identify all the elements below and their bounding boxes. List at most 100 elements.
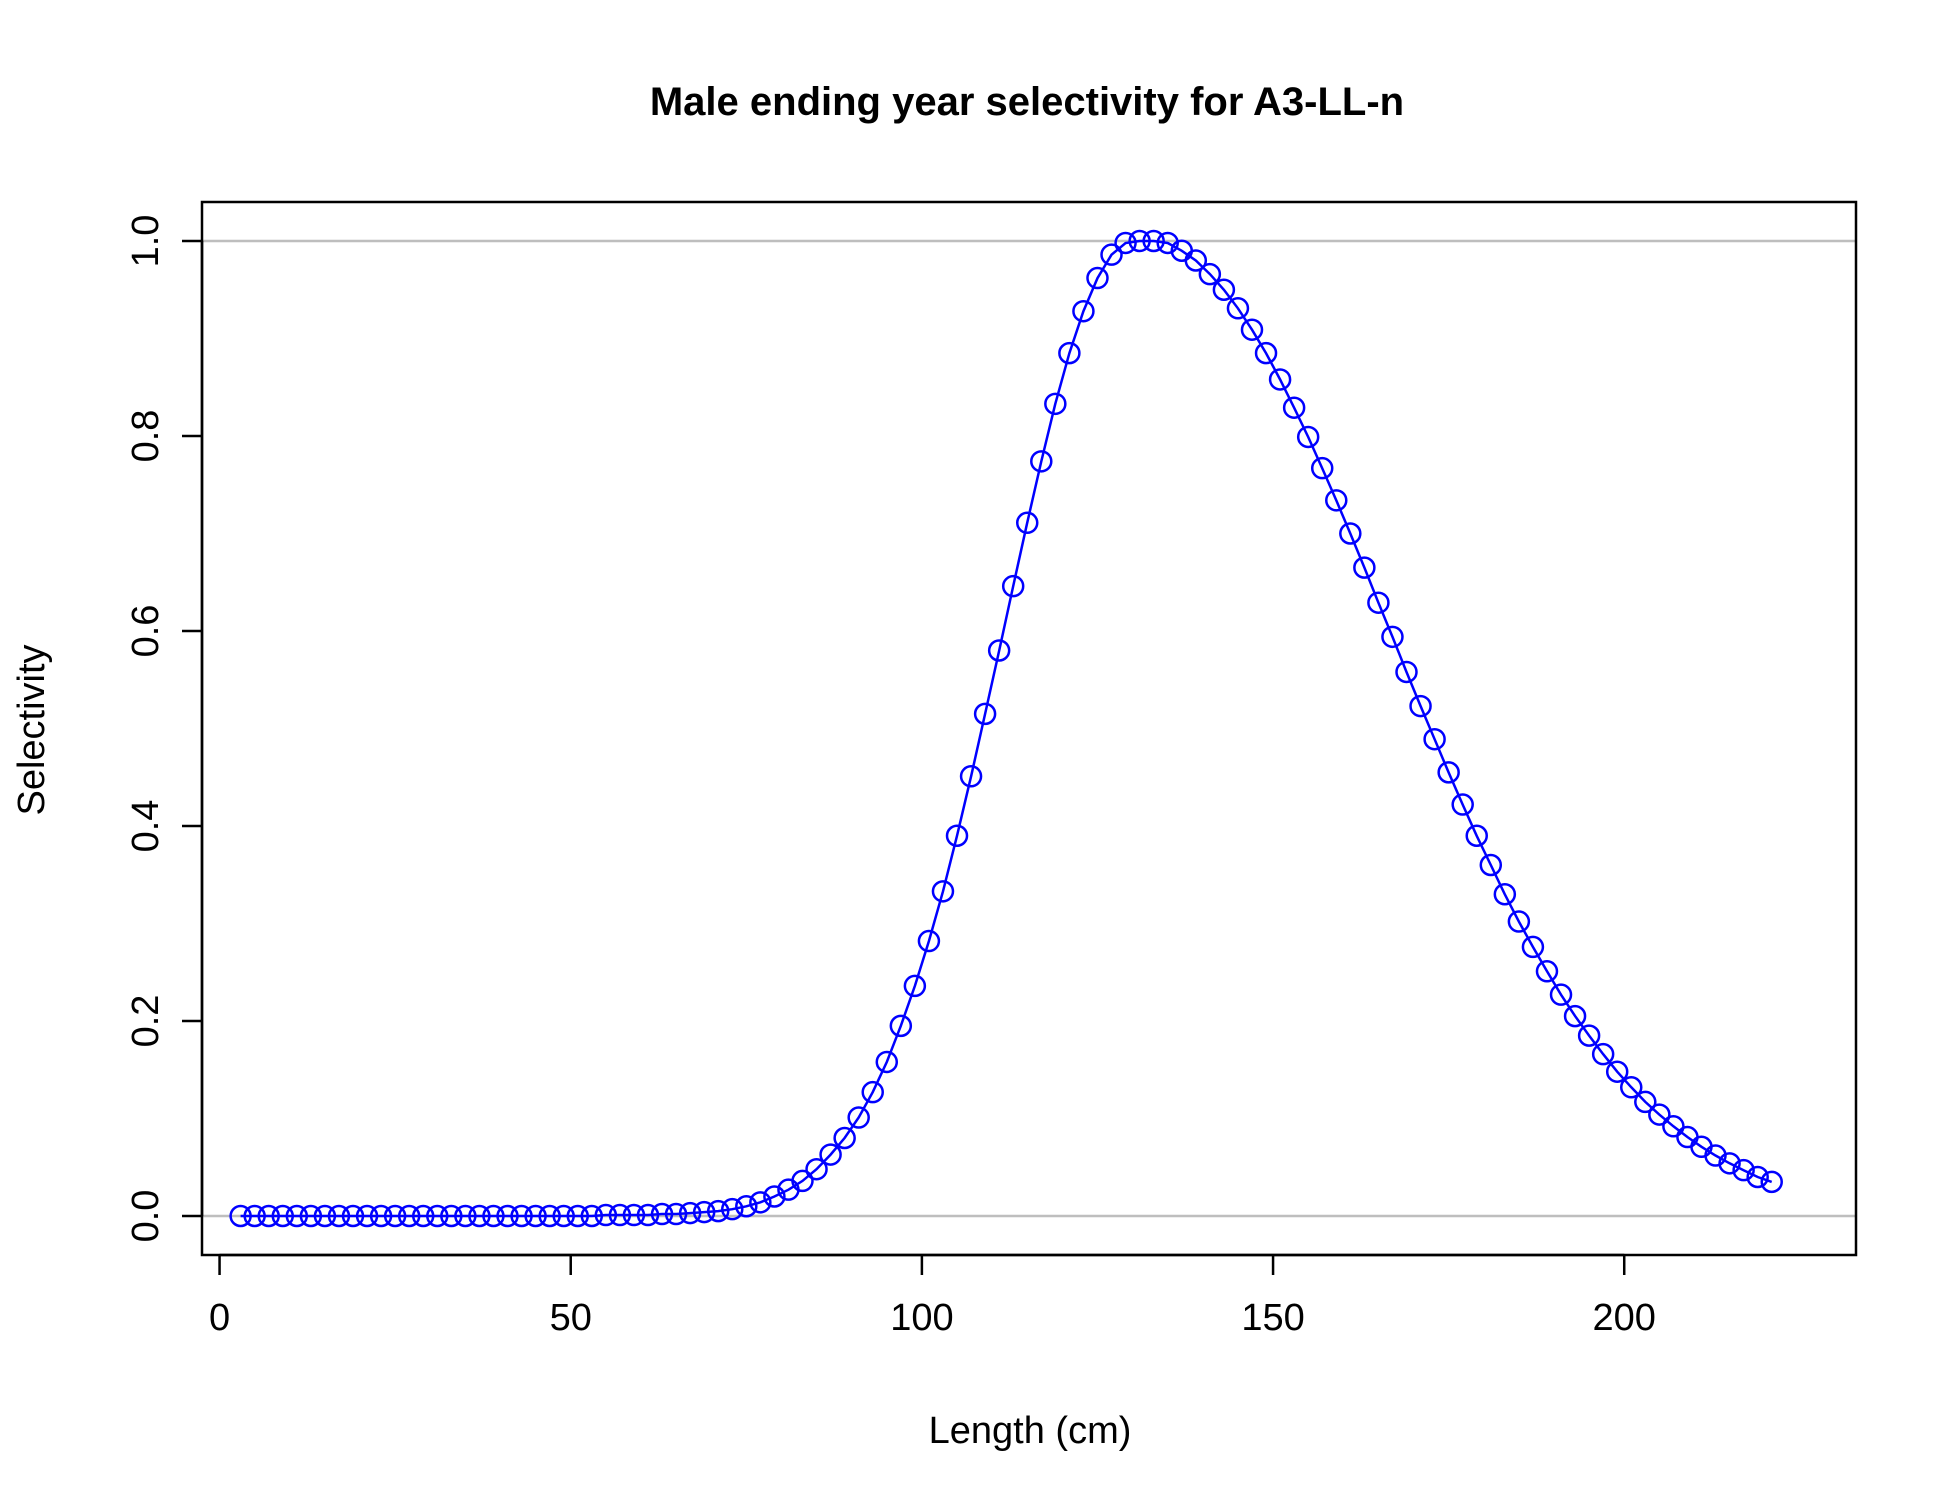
data-point [1184, 249, 1208, 272]
data-point [763, 1185, 786, 1208]
data-point [749, 1191, 772, 1214]
data-point [1030, 450, 1053, 473]
data-point [355, 1204, 379, 1228]
data-point [1451, 793, 1474, 816]
data-point [608, 1203, 632, 1227]
data-point [454, 1204, 477, 1228]
data-point [1577, 1024, 1601, 1047]
data-point [1662, 1115, 1685, 1138]
data-point [313, 1204, 337, 1228]
data-point [678, 1201, 702, 1225]
data-point [1240, 318, 1264, 341]
data-point [257, 1204, 280, 1228]
y-tick-label: 0.4 [125, 800, 167, 853]
data-point [861, 1080, 884, 1104]
data-point [1353, 556, 1376, 579]
data-point [1212, 278, 1236, 301]
data-point [1395, 660, 1418, 684]
data-point [664, 1202, 688, 1226]
data-point [1128, 229, 1151, 253]
data-point [706, 1199, 730, 1223]
data-point [1282, 396, 1306, 419]
data-point [468, 1204, 491, 1228]
data-point [917, 929, 941, 953]
data-point [791, 1169, 814, 1193]
y-axis-label: Selectivity [11, 644, 53, 815]
data-point [1620, 1076, 1643, 1099]
data-point [1339, 522, 1362, 545]
y-tick-label: 0.0 [125, 1190, 167, 1243]
data-point [1521, 935, 1545, 959]
data-point [285, 1204, 309, 1228]
chart-title: Male ending year selectivity for A3-LL-n [650, 80, 1404, 124]
data-point [243, 1204, 266, 1228]
data-point [735, 1195, 758, 1218]
data-point [1226, 297, 1250, 320]
data-point [594, 1203, 618, 1227]
x-tick-label: 200 [1593, 1297, 1656, 1339]
data-point [426, 1204, 449, 1228]
data-point [496, 1204, 519, 1228]
data-point [271, 1204, 295, 1228]
plot-area [200, 200, 1858, 1257]
data-point [1015, 511, 1039, 535]
x-axis-label: Length (cm) [929, 1410, 1132, 1452]
x-axis: 0 50 100 150 200 [209, 1253, 1656, 1339]
data-point [1142, 229, 1165, 253]
data-point [566, 1204, 589, 1228]
data-point [369, 1204, 393, 1228]
data-point [1732, 1158, 1755, 1182]
data-point [945, 824, 969, 847]
data-point [805, 1157, 828, 1181]
data-point [1114, 231, 1137, 255]
data-point [1254, 341, 1278, 365]
data-point [931, 880, 955, 903]
data-point [622, 1203, 646, 1227]
data-point [819, 1143, 842, 1166]
data-point [1409, 694, 1432, 718]
data-point [552, 1204, 575, 1228]
data-point [1100, 243, 1123, 266]
data-point [482, 1204, 505, 1228]
data-point [299, 1204, 323, 1228]
y-tick-label: 0.6 [125, 605, 167, 658]
data-point [1479, 853, 1503, 877]
data-point [1367, 591, 1390, 614]
data-point [383, 1204, 407, 1228]
data-point [1072, 299, 1095, 323]
data-point [1634, 1090, 1657, 1114]
data-point [1746, 1165, 1769, 1189]
series-line [240, 239, 1773, 1218]
data-point [987, 639, 1011, 662]
data-point [959, 765, 983, 788]
data-point [847, 1106, 870, 1129]
data-point [1648, 1103, 1671, 1126]
data-point [1535, 960, 1559, 983]
data-point [580, 1204, 604, 1228]
data-point [229, 1204, 252, 1228]
data-point [889, 1014, 913, 1038]
y-tick-label: 1.0 [125, 215, 167, 268]
data-point [440, 1204, 463, 1228]
data-point [721, 1197, 744, 1221]
y-tick-label: 0.8 [125, 410, 167, 463]
data-point [692, 1200, 716, 1224]
data-point [1493, 883, 1517, 906]
data-point [1605, 1060, 1629, 1083]
data-point [650, 1202, 674, 1226]
data-point [1001, 574, 1025, 598]
data-point [973, 702, 997, 726]
x-tick-label: 0 [209, 1297, 230, 1339]
data-point [327, 1204, 351, 1228]
data-point [833, 1126, 856, 1150]
data-point [1058, 341, 1081, 365]
data-point [1325, 489, 1348, 512]
x-tick-label: 100 [890, 1297, 953, 1339]
data-point [1437, 761, 1460, 784]
data-point [1044, 392, 1067, 416]
data-point [1296, 425, 1320, 449]
x-tick-label: 50 [550, 1297, 592, 1339]
data-point [1591, 1042, 1615, 1066]
data-point [1086, 266, 1109, 290]
